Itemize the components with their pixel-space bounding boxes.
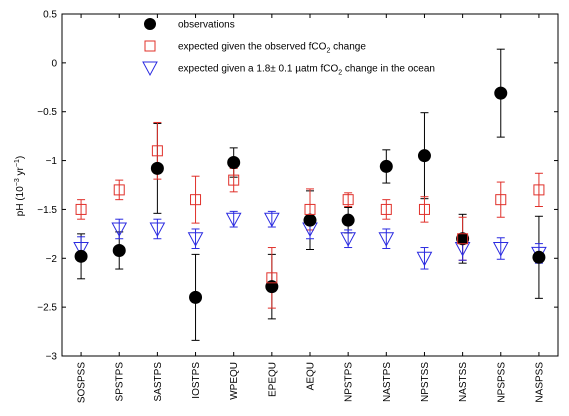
expected-ocean-point xyxy=(225,212,242,228)
y-tick-label: −3 xyxy=(46,352,58,363)
expected-observed-point xyxy=(75,203,87,215)
expected-observed-point xyxy=(228,174,240,186)
expected-ocean-point xyxy=(378,232,395,247)
legend-label-part: expected given a 1.8± 0.1 µatm fCO xyxy=(178,64,338,75)
y-axis-label-part: yr xyxy=(15,166,26,178)
legend-marker-expected-observed xyxy=(144,40,156,52)
legend-label-part: observations xyxy=(178,20,235,31)
x-tick-label: NPSTSS xyxy=(420,362,431,402)
legend-label-part: expected given the observed fCO xyxy=(178,42,327,53)
expected-ocean-point xyxy=(416,251,433,267)
y-tick-label: −2.5 xyxy=(37,303,57,314)
y-tick-label: 0.5 xyxy=(43,10,57,21)
x-tick-label: NASPSS xyxy=(534,362,545,403)
legend-marker-observations xyxy=(144,18,156,30)
observation-point xyxy=(456,232,470,246)
y-tick-label: −1 xyxy=(46,156,58,167)
observation-point xyxy=(532,250,546,264)
expected-observed-point xyxy=(533,184,545,196)
legend: observations expected given the observed … xyxy=(142,18,435,77)
x-tick-label: NASTSS xyxy=(458,362,469,402)
observation-point xyxy=(74,249,88,263)
x-tick-label: SOSPSS xyxy=(77,362,88,403)
observation-point xyxy=(150,161,164,175)
x-tick-label: NASTPS xyxy=(382,362,393,402)
y-tick-label: −0.5 xyxy=(37,107,57,118)
expected-ocean-point xyxy=(73,242,89,257)
expected-ocean-point xyxy=(187,232,204,247)
observation-point xyxy=(189,290,203,304)
x-tick-label: IOSTPS xyxy=(191,362,202,399)
y-tick-label: 0 xyxy=(51,58,57,69)
expected-observed-point xyxy=(266,272,278,284)
y-axis: 0.5 0 −0.5 −1 −1.5 −2 −2.5 −3 xyxy=(37,10,558,363)
expected-ocean-point xyxy=(264,212,280,228)
observation-point xyxy=(303,213,317,227)
legend-label-part: 2 xyxy=(338,70,342,77)
expected-observed-point xyxy=(418,203,430,215)
legend-label-part: change xyxy=(330,42,366,53)
expected-observed-point xyxy=(190,194,202,206)
observation-point xyxy=(265,280,279,294)
legend-label-part: 2 xyxy=(326,48,330,55)
x-tick-label: NPSTPS xyxy=(344,362,355,402)
expected-ocean-point xyxy=(340,232,356,247)
x-tick-label: AEQU xyxy=(306,362,317,390)
legend-label: expected given a 1.8± 0.1 µatm fCO2 chan… xyxy=(178,64,435,77)
expected-observed-point xyxy=(304,203,316,215)
expected-observed-point xyxy=(151,145,163,157)
expected-observed-point xyxy=(495,194,507,206)
y-axis-label-part: pH (10 xyxy=(15,186,26,216)
x-tick-label: SPSTPS xyxy=(115,362,126,402)
expected-observed-point xyxy=(457,233,469,245)
legend-marker-expected-ocean xyxy=(142,61,158,77)
y-tick-label: −2 xyxy=(46,254,58,265)
observation-point xyxy=(227,156,241,170)
y-axis-label: pH (10−3 yr−1) xyxy=(14,156,26,216)
expected-ocean-point xyxy=(492,242,509,257)
x-tick-label: NPSPSS xyxy=(496,362,507,403)
y-axis-label-part: −3 xyxy=(14,178,21,186)
expected-observed-point xyxy=(342,194,354,206)
x-axis: SOSPSS SPSTPS SASTPS IOSTPS WPEQU EPEQU AEQU NP… xyxy=(77,14,545,403)
observation-point xyxy=(417,149,431,163)
observation-point xyxy=(494,86,508,100)
expected-ocean-point xyxy=(149,222,166,238)
expected-observed-point xyxy=(113,184,125,196)
observation-point xyxy=(341,213,355,227)
observation-point xyxy=(112,243,126,257)
legend-label-part: change in the ocean xyxy=(342,64,435,75)
legend-label: observations xyxy=(178,20,235,31)
x-tick-label: EPEQU xyxy=(267,362,278,397)
legend-label: expected given the observed fCO2 change xyxy=(178,42,366,55)
y-axis-label-part: ) xyxy=(15,156,26,159)
data-marks xyxy=(73,48,547,341)
y-tick-label: −1.5 xyxy=(37,205,57,216)
expected-ocean-point xyxy=(111,222,128,238)
observation-point xyxy=(379,159,393,173)
x-tick-label: WPEQU xyxy=(229,362,240,400)
expected-observed-point xyxy=(380,203,392,215)
y-axis-label-part: −1 xyxy=(14,159,21,167)
x-tick-label: SASTPS xyxy=(153,362,164,402)
